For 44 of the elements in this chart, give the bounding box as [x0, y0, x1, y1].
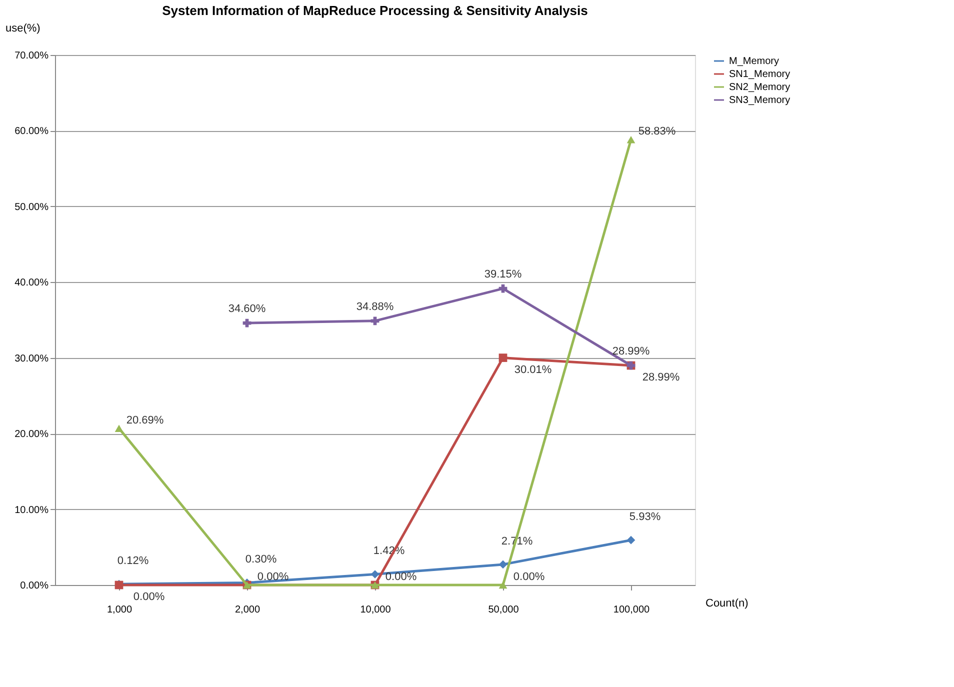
- x-tick-label: 100,000: [613, 604, 650, 616]
- x-tick-label: 10,000: [360, 604, 392, 616]
- data-label: 28.99%: [642, 372, 680, 384]
- data-label: 0.00%: [257, 571, 289, 583]
- x-tick-label: 1,000: [106, 604, 132, 616]
- point: [498, 284, 508, 293]
- y-tick-label: 30.00%: [14, 353, 49, 364]
- point: [498, 560, 508, 569]
- legend-label: SN3_Memory: [729, 95, 790, 106]
- x-axis-title: Count(n): [706, 598, 748, 610]
- data-label: 58.83%: [638, 126, 676, 138]
- x-tick-label: 2,000: [234, 604, 260, 616]
- data-label: 34.60%: [228, 303, 266, 316]
- legend-label: SN2_Memory: [729, 82, 790, 93]
- data-label: 39.15%: [484, 268, 522, 281]
- y-tick-label: 40.00%: [14, 278, 49, 289]
- x-tick-label: 50,000: [488, 604, 520, 616]
- y-tick-label: 60.00%: [14, 126, 49, 138]
- y-tick-label: 50.00%: [14, 202, 49, 213]
- y-tick-label: 70.00%: [14, 50, 49, 62]
- data-label: 5.93%: [629, 511, 661, 524]
- point: [498, 354, 508, 362]
- chart-title: System Information of MapReduce Processing & Sensitivity Analysis: [162, 3, 588, 18]
- data-label: 0.00%: [133, 591, 165, 603]
- point: [626, 536, 636, 544]
- data-label: 0.12%: [117, 555, 149, 568]
- y-tick-label: 10.00%: [14, 504, 49, 516]
- legend-label: SN1_Memory: [729, 69, 790, 80]
- point: [370, 570, 380, 578]
- y-tick-label: 0.00%: [20, 580, 49, 592]
- data-label: 0.00%: [513, 571, 545, 583]
- data-label: 0.30%: [245, 554, 277, 566]
- data-label: 34.88%: [356, 300, 394, 313]
- data-label: 0.00%: [385, 571, 417, 583]
- legend-label: M_Memory: [729, 56, 780, 67]
- data-label: 30.01%: [514, 364, 552, 376]
- data-label: 20.69%: [126, 414, 164, 426]
- y-axis-title: use(%): [6, 22, 40, 34]
- point: [626, 136, 636, 144]
- point: [114, 424, 124, 432]
- y-tick-label: 20.00%: [14, 429, 49, 440]
- point: [370, 316, 380, 326]
- point: [498, 581, 508, 589]
- data-label: 28.99%: [612, 346, 650, 358]
